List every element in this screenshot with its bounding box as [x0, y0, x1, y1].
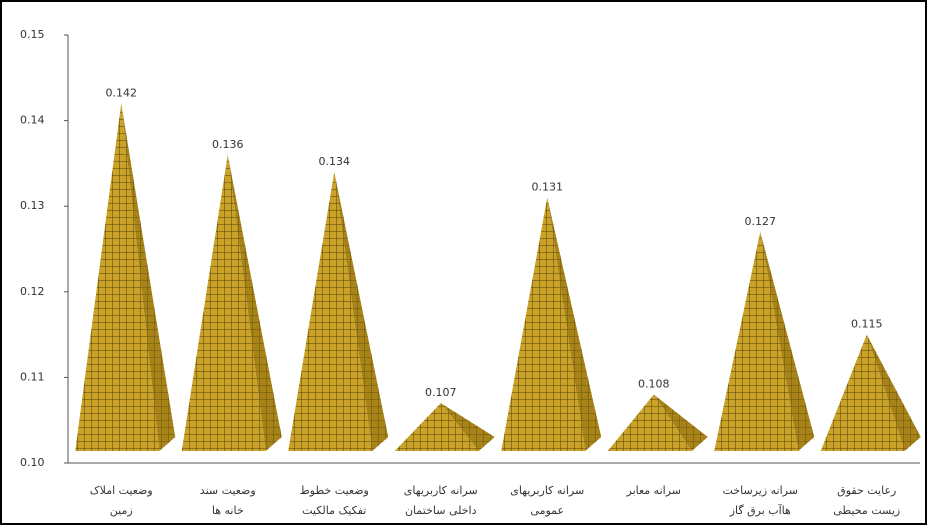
x-tick-label: سرانه معابر: [626, 484, 681, 497]
pyramid-side-grid: [121, 103, 176, 451]
x-tick-label: وضعیت املاک: [90, 484, 153, 497]
value-label: 0.127: [745, 215, 777, 228]
value-label: 0.131: [532, 181, 564, 194]
value-label: 0.108: [638, 378, 670, 391]
value-label: 0.142: [106, 86, 138, 99]
pyramid-side-grid: [440, 403, 495, 451]
pyramid-front-grid: [501, 197, 586, 451]
x-tick-label: سرانه زیرساخت: [723, 484, 798, 497]
x-tick-label: سرانه کاربریهای: [510, 484, 584, 497]
y-tick-label: 0.12: [20, 285, 45, 298]
x-tick-label: زیست محیطی: [833, 504, 900, 517]
pyramid: [714, 231, 815, 451]
y-tick-label: 0.11: [20, 370, 45, 383]
pyramid-side-grid: [334, 171, 389, 451]
pyramid-side-grid: [547, 197, 602, 451]
pyramid: [501, 197, 602, 451]
value-label: 0.107: [425, 386, 457, 399]
pyramid-side-grid: [227, 154, 282, 451]
pyramid: [820, 334, 921, 451]
pyramid-side-grid: [866, 334, 921, 451]
x-tick-label: زمین: [110, 504, 133, 517]
pyramid: [394, 403, 495, 451]
x-tick-label: داخلی ساختمان: [405, 504, 477, 517]
value-label: 0.115: [851, 318, 883, 331]
pyramid: [607, 394, 708, 451]
pyramid-front-grid: [181, 154, 266, 451]
pyramid-front-grid: [288, 171, 373, 451]
y-tick-label: 0.14: [20, 114, 45, 127]
y-tick-label: 0.10: [20, 456, 45, 469]
x-tick-label: هاآب برق گاز: [729, 503, 791, 517]
pyramid: [75, 103, 176, 451]
pyramid-front-grid: [75, 103, 160, 451]
pyramid-side-grid: [760, 231, 815, 451]
pyramid-side-grid: [653, 394, 708, 451]
value-label: 0.134: [319, 155, 351, 168]
value-label: 0.136: [212, 138, 244, 151]
pyramid-front-grid: [607, 394, 692, 451]
x-tick-label: وضعیت خطوط: [300, 484, 369, 497]
y-tick-label: 0.13: [20, 199, 45, 212]
x-tick-label: سرانه کاربریهای: [404, 484, 478, 497]
pyramid: [181, 154, 282, 451]
x-tick-label: وضعیت سند: [200, 484, 256, 497]
pyramid-front-grid: [394, 403, 479, 451]
x-tick-label: رعایت حقوق: [837, 484, 896, 497]
x-tick-label: تفکیک مالکیت: [302, 504, 366, 517]
pyramid: [288, 171, 389, 451]
y-tick-label: 0.15: [20, 28, 45, 41]
x-tick-label: خانه ها: [212, 504, 244, 517]
pyramid-front-grid: [820, 334, 905, 451]
x-tick-label: عمومی: [530, 504, 564, 517]
pyramid-front-grid: [714, 231, 799, 451]
